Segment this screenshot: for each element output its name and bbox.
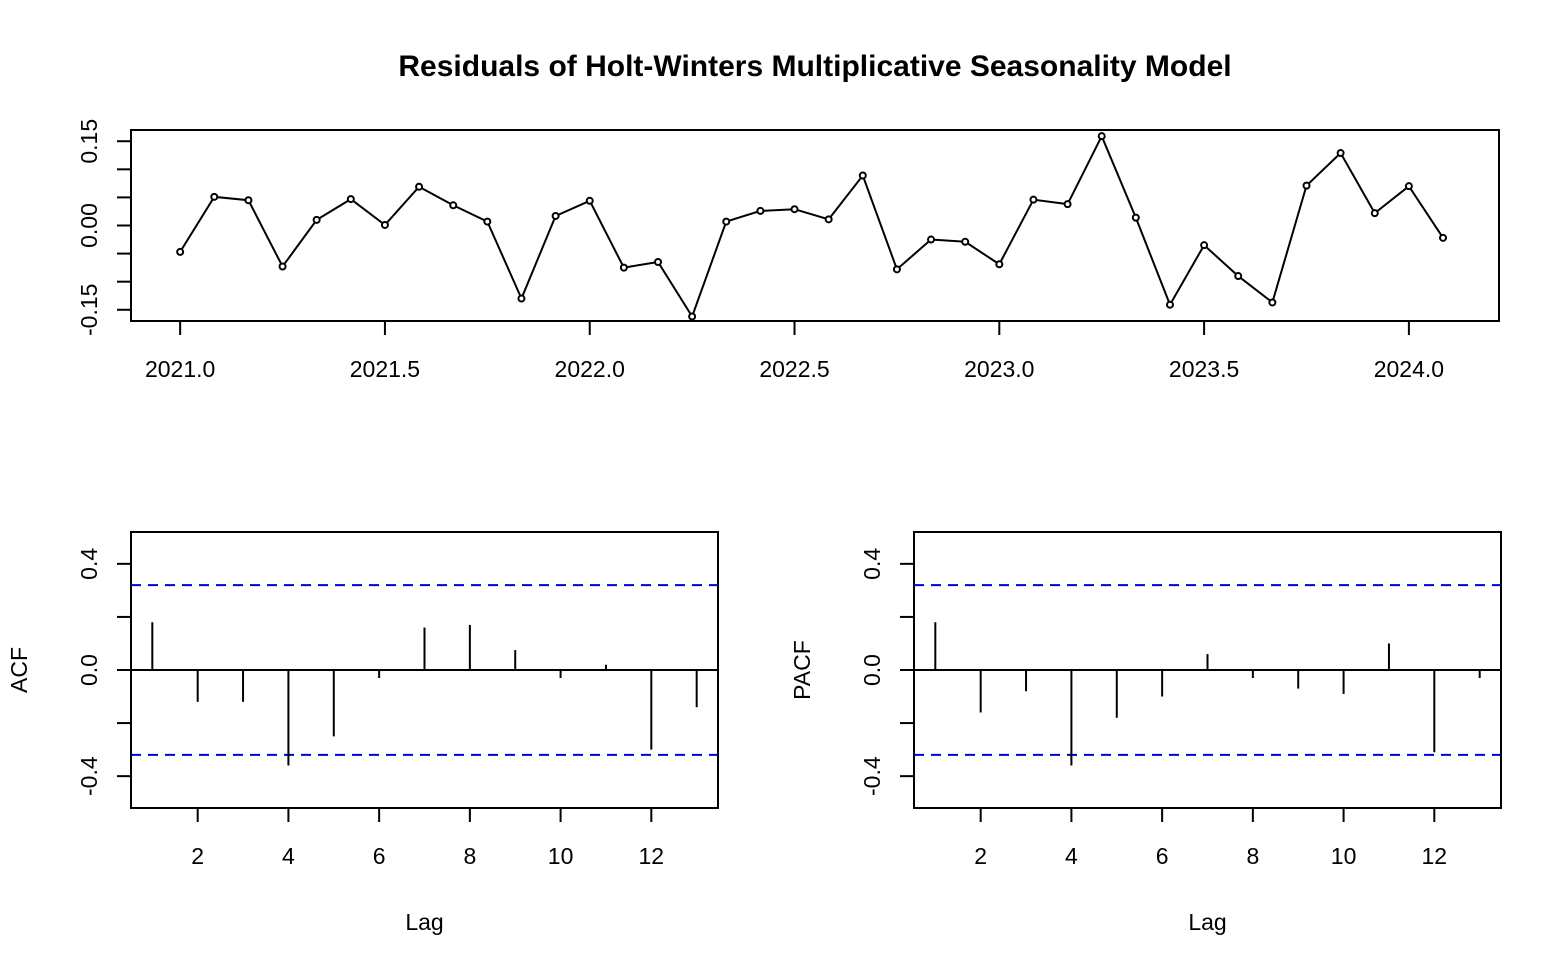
data-point (927, 235, 936, 244)
data-point (1097, 132, 1106, 141)
y-tick-label: 0.4 (859, 548, 885, 580)
x-tick-label: 2 (191, 843, 204, 869)
x-tick-label: 2024.0 (1374, 356, 1444, 382)
data-point (1165, 300, 1174, 309)
x-tick-label: 2022.0 (555, 356, 625, 382)
data-point (346, 195, 355, 204)
plot-frame (130, 129, 1500, 322)
acf-panel: 2 4 6 8 10 12 -0.4 0.0 0.4 Lag ACF (6, 531, 719, 935)
data-point (790, 205, 799, 214)
x-tick-label: 4 (282, 843, 295, 869)
data-point (449, 201, 458, 210)
data-point (722, 217, 731, 226)
y-tick-label: -0.15 (76, 284, 102, 336)
x-tick-label: 10 (548, 843, 574, 869)
y-axis-label: PACF (789, 640, 815, 700)
data-point (176, 247, 185, 256)
y-tick-label: 0.15 (76, 119, 102, 164)
data-point (995, 260, 1004, 269)
data-point (551, 211, 560, 220)
x-tick-label: 12 (639, 843, 665, 869)
data-point (1404, 182, 1413, 191)
series-line (179, 133, 1444, 319)
y-tick-label: 0.0 (76, 654, 102, 686)
data-point (380, 220, 389, 229)
data-point (892, 265, 901, 274)
data-point (961, 237, 970, 246)
data-point (1370, 209, 1379, 218)
data-point (415, 182, 424, 191)
data-point (585, 196, 594, 205)
residuals-panel: 2021.0 2021.5 2022.0 2022.5 2023.0 2023.5 2024… (76, 119, 1500, 382)
x-axis-label: Lag (1188, 909, 1226, 935)
data-point (824, 215, 833, 224)
pacf-panel: 2 4 6 8 10 12 -0.4 0.0 0.4 Lag PACF (789, 531, 1502, 935)
x-tick-label: 2022.5 (759, 356, 829, 382)
data-point (1439, 233, 1448, 242)
data-point (1234, 272, 1243, 281)
x-tick-label: 6 (373, 843, 386, 869)
data-point (278, 262, 287, 271)
data-point (312, 215, 321, 224)
x-axis-label: Lag (405, 909, 443, 935)
data-point (654, 258, 663, 267)
x-tick-label: 2021.5 (350, 356, 420, 382)
y-tick-label: -0.4 (859, 756, 885, 796)
y-axis-label: ACF (6, 647, 32, 693)
data-point (1063, 200, 1072, 209)
data-point (1029, 195, 1038, 204)
x-tick-label: 12 (1422, 843, 1448, 869)
y-tick-label: 0.00 (76, 203, 102, 248)
data-point (517, 294, 526, 303)
data-point (1336, 149, 1345, 158)
x-tick-label: 4 (1065, 843, 1078, 869)
data-point (1200, 241, 1209, 250)
chart-title: Residuals of Holt-Winters Multiplicative… (398, 50, 1231, 83)
y-tick-label: 0.0 (859, 654, 885, 686)
data-point (756, 206, 765, 215)
data-point (244, 196, 253, 205)
data-point (1131, 213, 1140, 222)
x-tick-label: 2021.0 (145, 356, 215, 382)
x-tick-label: 8 (463, 843, 476, 869)
data-point (619, 263, 628, 272)
x-tick-label: 2023.5 (1169, 356, 1239, 382)
x-tick-label: 2 (974, 843, 987, 869)
data-point (210, 192, 219, 201)
data-point (1268, 298, 1277, 307)
x-tick-label: 10 (1331, 843, 1357, 869)
data-point (1302, 181, 1311, 190)
data-point (858, 171, 867, 180)
x-tick-label: 2023.0 (964, 356, 1034, 382)
data-point (483, 217, 492, 226)
y-tick-label: -0.4 (76, 756, 102, 796)
x-tick-label: 8 (1246, 843, 1259, 869)
x-tick-label: 6 (1156, 843, 1169, 869)
y-tick-label: 0.4 (76, 548, 102, 580)
data-point (688, 312, 697, 321)
